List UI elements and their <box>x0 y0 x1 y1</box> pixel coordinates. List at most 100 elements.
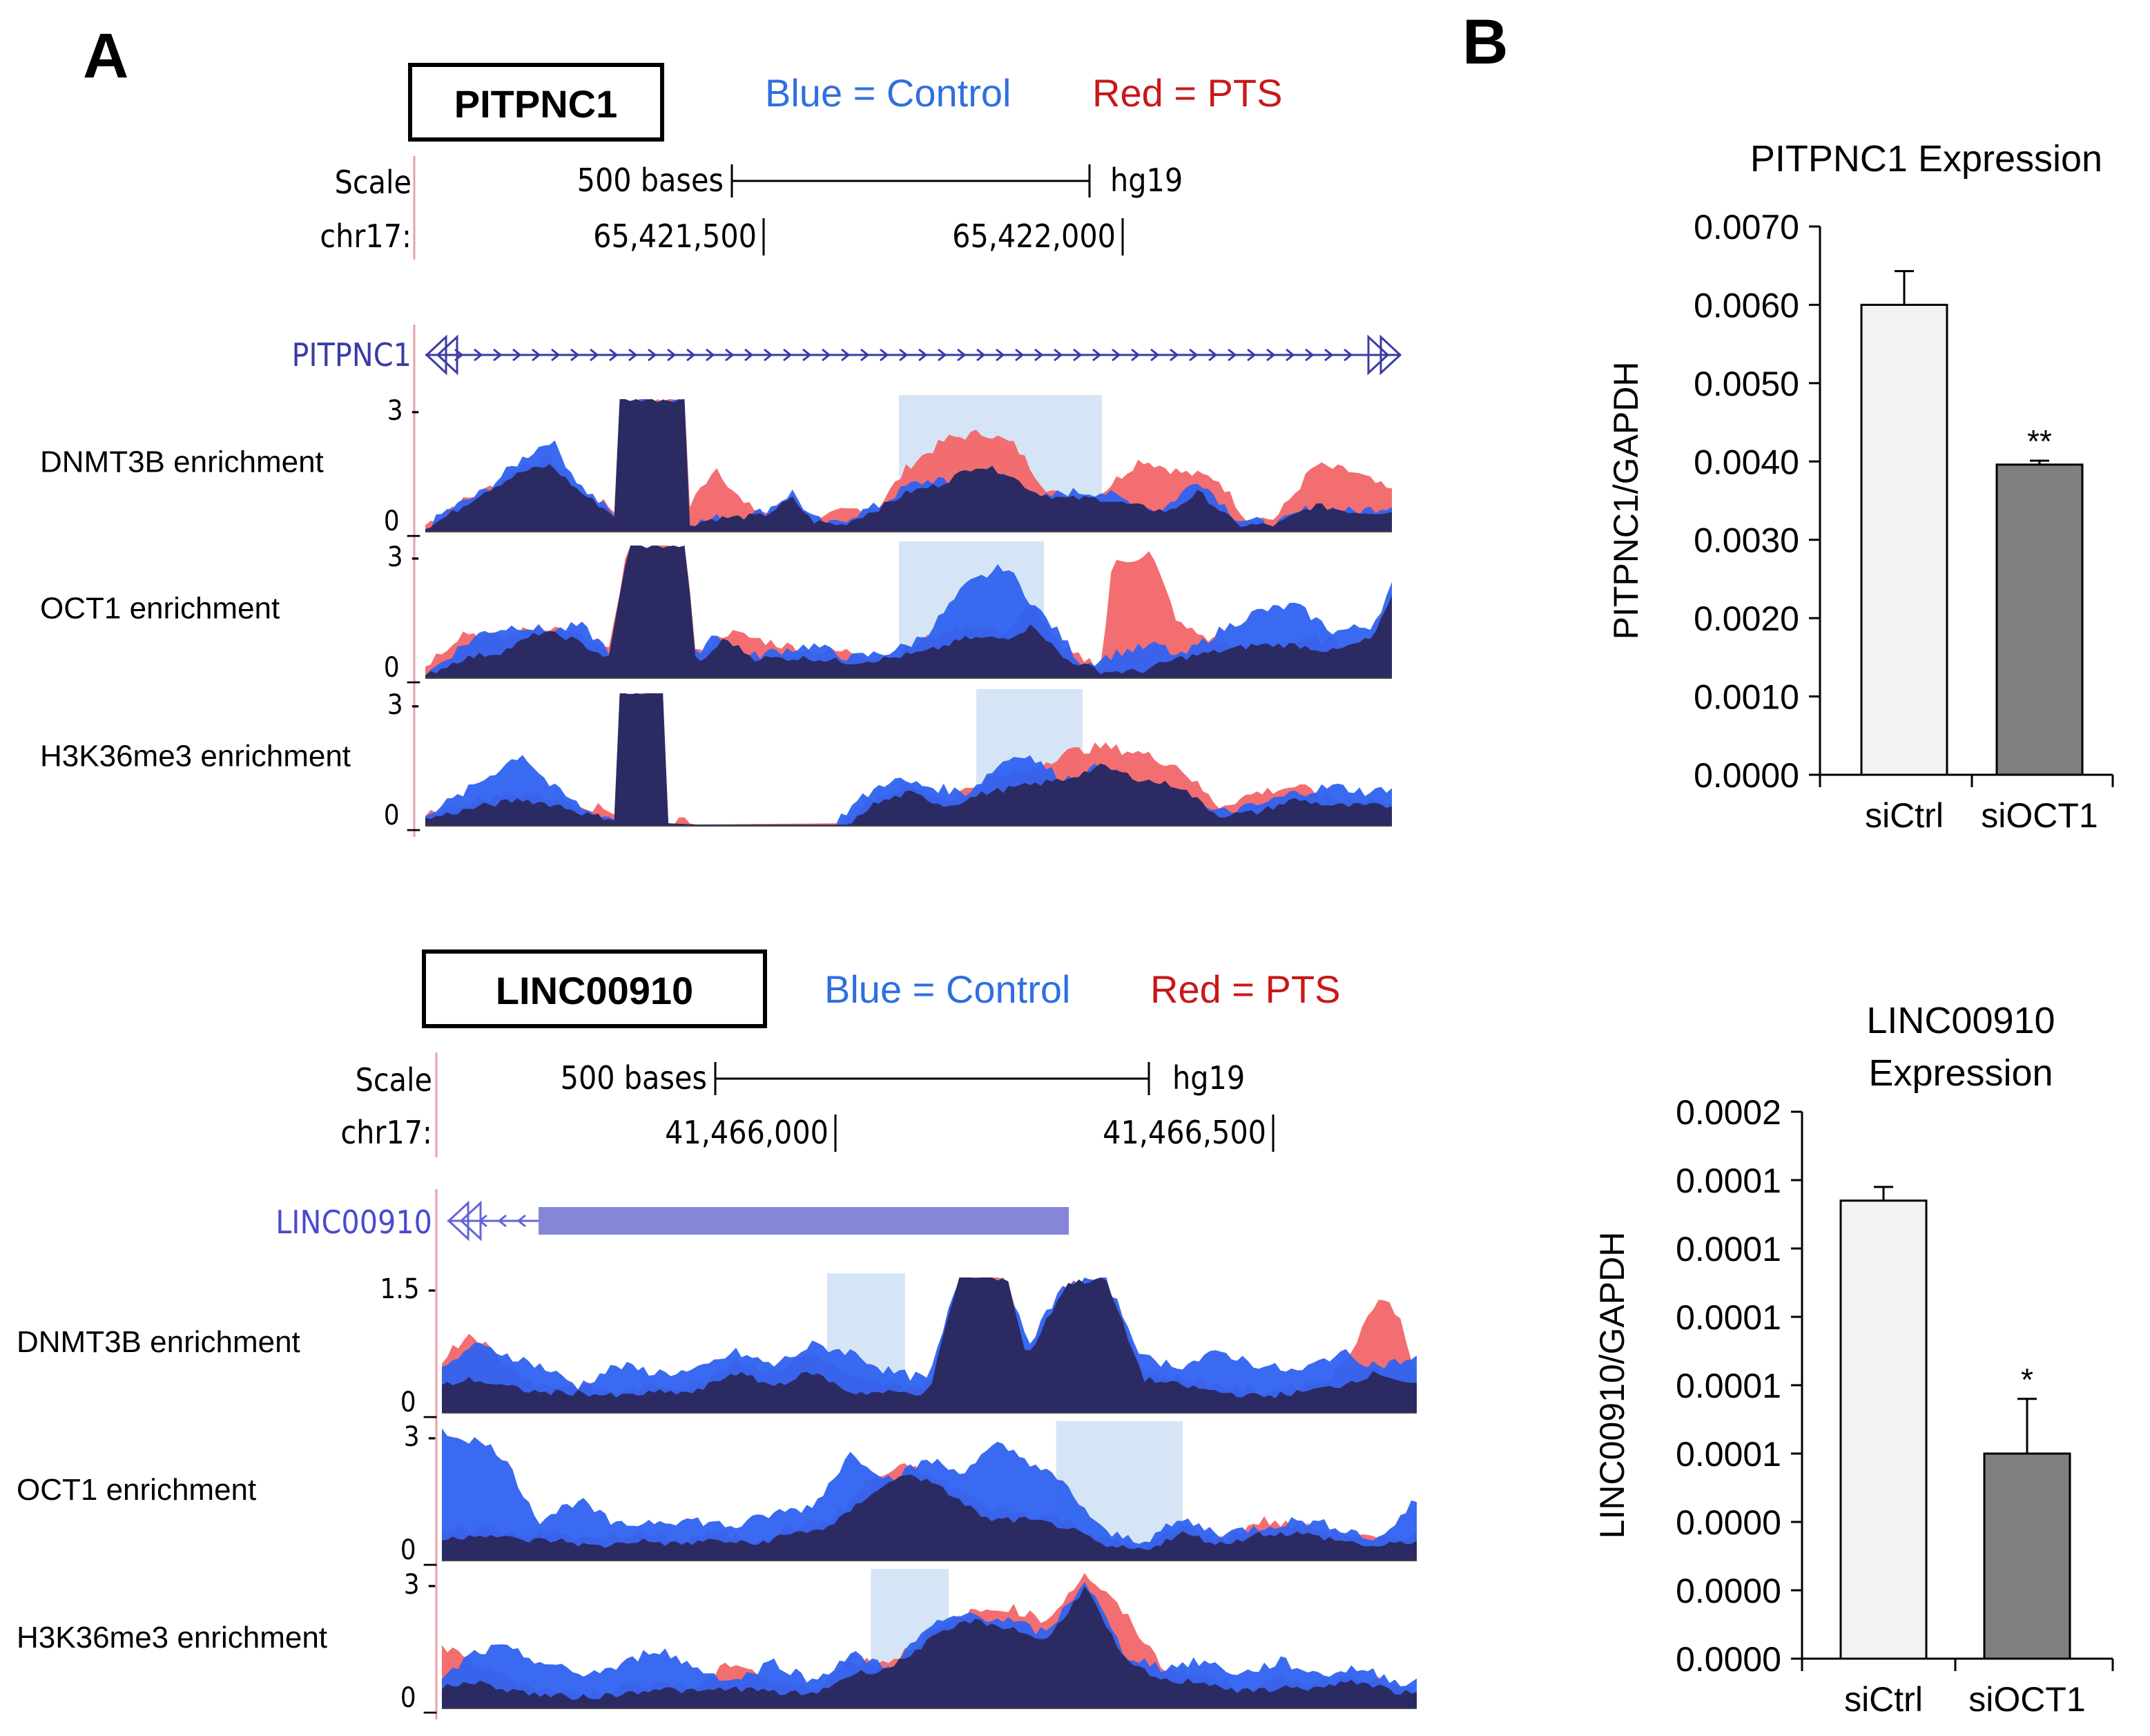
strand-chevron <box>497 1214 507 1228</box>
y-tick-label: 0.0001 <box>1676 1435 1781 1474</box>
y-axis-label: LINC00910/GAPDH <box>1593 1232 1631 1539</box>
gene-end-arrow <box>425 334 447 376</box>
significance-mark: * <box>2021 1362 2033 1398</box>
strand-chevron <box>860 348 870 362</box>
exon-block <box>539 1207 1069 1235</box>
strand-chevron <box>822 348 831 362</box>
track-ymin: 0 _ <box>400 1387 437 1418</box>
gene-track-label: LINC00910 <box>275 1204 432 1241</box>
y-tick-label: 0.0060 <box>1694 286 1799 325</box>
gene-end-arrow <box>1379 334 1402 376</box>
x-tick-label: siOCT1 <box>1968 1680 2085 1719</box>
chart-title-line: LINC00910 <box>1866 1000 2055 1041</box>
y-tick-label: 0.0000 <box>1676 1503 1781 1542</box>
browser-linc00910: LINC00910 Blue = Control Red = PTS Scale… <box>17 949 1417 1719</box>
strand-chevron <box>938 348 947 362</box>
y-tick-label: 0.0001 <box>1676 1230 1781 1269</box>
strand-chevron <box>667 348 677 362</box>
track-2: H3K36me3 enrichment 3 - 0 _ <box>40 689 1392 831</box>
track-label: OCT1 enrichment <box>17 1473 256 1507</box>
strand-chevron <box>551 348 561 362</box>
y-tick-label: 0.0001 <box>1676 1298 1781 1337</box>
bar-sioct1 <box>1983 1452 2071 1660</box>
strand-chevron <box>570 348 580 362</box>
strand-chevron <box>1305 348 1315 362</box>
strand-chevron <box>1015 348 1025 362</box>
gene-title-box <box>422 949 767 1028</box>
track-0: DNMT3B enrichment 3 - 0 _ <box>40 395 1392 537</box>
track-label: OCT1 enrichment <box>40 592 280 626</box>
track-0: DNMT3B enrichment 1.5 - 0 _ <box>17 1273 1417 1418</box>
gene-model-minus-strand <box>447 1200 1069 1242</box>
scale-bar <box>714 1062 1150 1095</box>
y-tick-label: 0.0050 <box>1694 365 1799 403</box>
overlap-signal <box>425 399 1392 532</box>
strand-chevron <box>1228 348 1237 362</box>
x-tick-label: siCtrl <box>1844 1680 1923 1719</box>
strand-chevron <box>474 348 483 362</box>
gene-title-box <box>408 63 664 142</box>
scale-bar <box>730 164 1091 197</box>
track-ymin: 0 _ <box>384 505 420 537</box>
strand-chevron <box>1054 348 1063 362</box>
track-2: H3K36me3 enrichment 3 - 0 _ <box>17 1569 1417 1714</box>
overlap-signal <box>425 546 1392 678</box>
track-ymax: 3 - <box>404 1569 436 1601</box>
y-axis-label: PITPNC1/GAPDH <box>1607 362 1645 640</box>
strand-chevron <box>957 348 967 362</box>
strand-chevron <box>1286 348 1295 362</box>
overlap-signal <box>442 1474 1417 1561</box>
gene-end-arrow <box>436 334 458 376</box>
gene-end-arrow <box>1367 334 1390 376</box>
overlap-signal <box>442 1277 1417 1413</box>
y-tick-label: 0.0010 <box>1694 678 1799 717</box>
strand-chevron <box>976 348 986 362</box>
track-ymax: 3 - <box>387 689 420 721</box>
overlap-signal <box>425 693 1392 826</box>
gene-track-label: PITPNC1 <box>291 336 411 374</box>
browser-pitpnc1: PITPNC1 Blue = Control Red = PTS Scale 5… <box>40 63 1402 837</box>
pitpnc1-expression-chart: PITPNC1 Expression PITPNC1/GAPDH 0.0000 0.0… <box>1607 138 2114 835</box>
track-label: H3K36me3 enrichment <box>40 740 351 773</box>
strand-chevron <box>802 348 812 362</box>
scale-text: 500 bases <box>561 1059 707 1097</box>
strand-chevron <box>1189 348 1199 362</box>
strand-chevron <box>1247 348 1257 362</box>
chrom-label: chr17: <box>320 218 411 255</box>
strand-chevron <box>648 348 657 362</box>
y-tick-label: 0.0040 <box>1694 443 1799 481</box>
position-label-1: 65,421,500 <box>593 218 757 255</box>
strand-chevron <box>1131 348 1141 362</box>
gene-end-arrow <box>459 1200 482 1242</box>
legend-control: Blue = Control <box>824 967 1070 1011</box>
y-tick-label: 0.0002 <box>1676 1093 1781 1132</box>
strand-chevron <box>918 348 928 362</box>
strand-chevron <box>706 348 715 362</box>
strand-chevron <box>880 348 889 362</box>
assembly-label: hg19 <box>1110 162 1183 199</box>
track-1: OCT1 enrichment 3 - 0 _ <box>17 1421 1417 1566</box>
panel-a-letter: A <box>83 21 128 91</box>
position-label-2: 65,422,000 <box>952 218 1116 255</box>
strand-chevron <box>1073 348 1083 362</box>
y-tick-label: 0.0000 <box>1694 756 1799 795</box>
strand-chevron <box>725 348 735 362</box>
strand-chevron <box>609 348 619 362</box>
strand-chevron <box>996 348 1005 362</box>
strand-chevron <box>628 348 638 362</box>
track-ymax: 3 - <box>387 395 420 427</box>
strand-chevron <box>516 1214 526 1228</box>
track-label: DNMT3B enrichment <box>17 1325 300 1359</box>
x-tick-label: siOCT1 <box>1981 796 2098 835</box>
bar-sictrl <box>1860 303 1948 776</box>
chart-title: PITPNC1 Expression <box>1750 138 2102 180</box>
strand-chevron <box>1112 348 1121 362</box>
y-tick-label: 0.0030 <box>1694 521 1799 560</box>
x-tick-label: siCtrl <box>1865 796 1944 835</box>
strand-chevron <box>1092 348 1102 362</box>
control-signal <box>442 1277 1417 1413</box>
scale-label: Scale <box>356 1061 432 1099</box>
gene-model-plus-strand <box>425 334 1402 376</box>
strand-chevron <box>764 348 773 362</box>
